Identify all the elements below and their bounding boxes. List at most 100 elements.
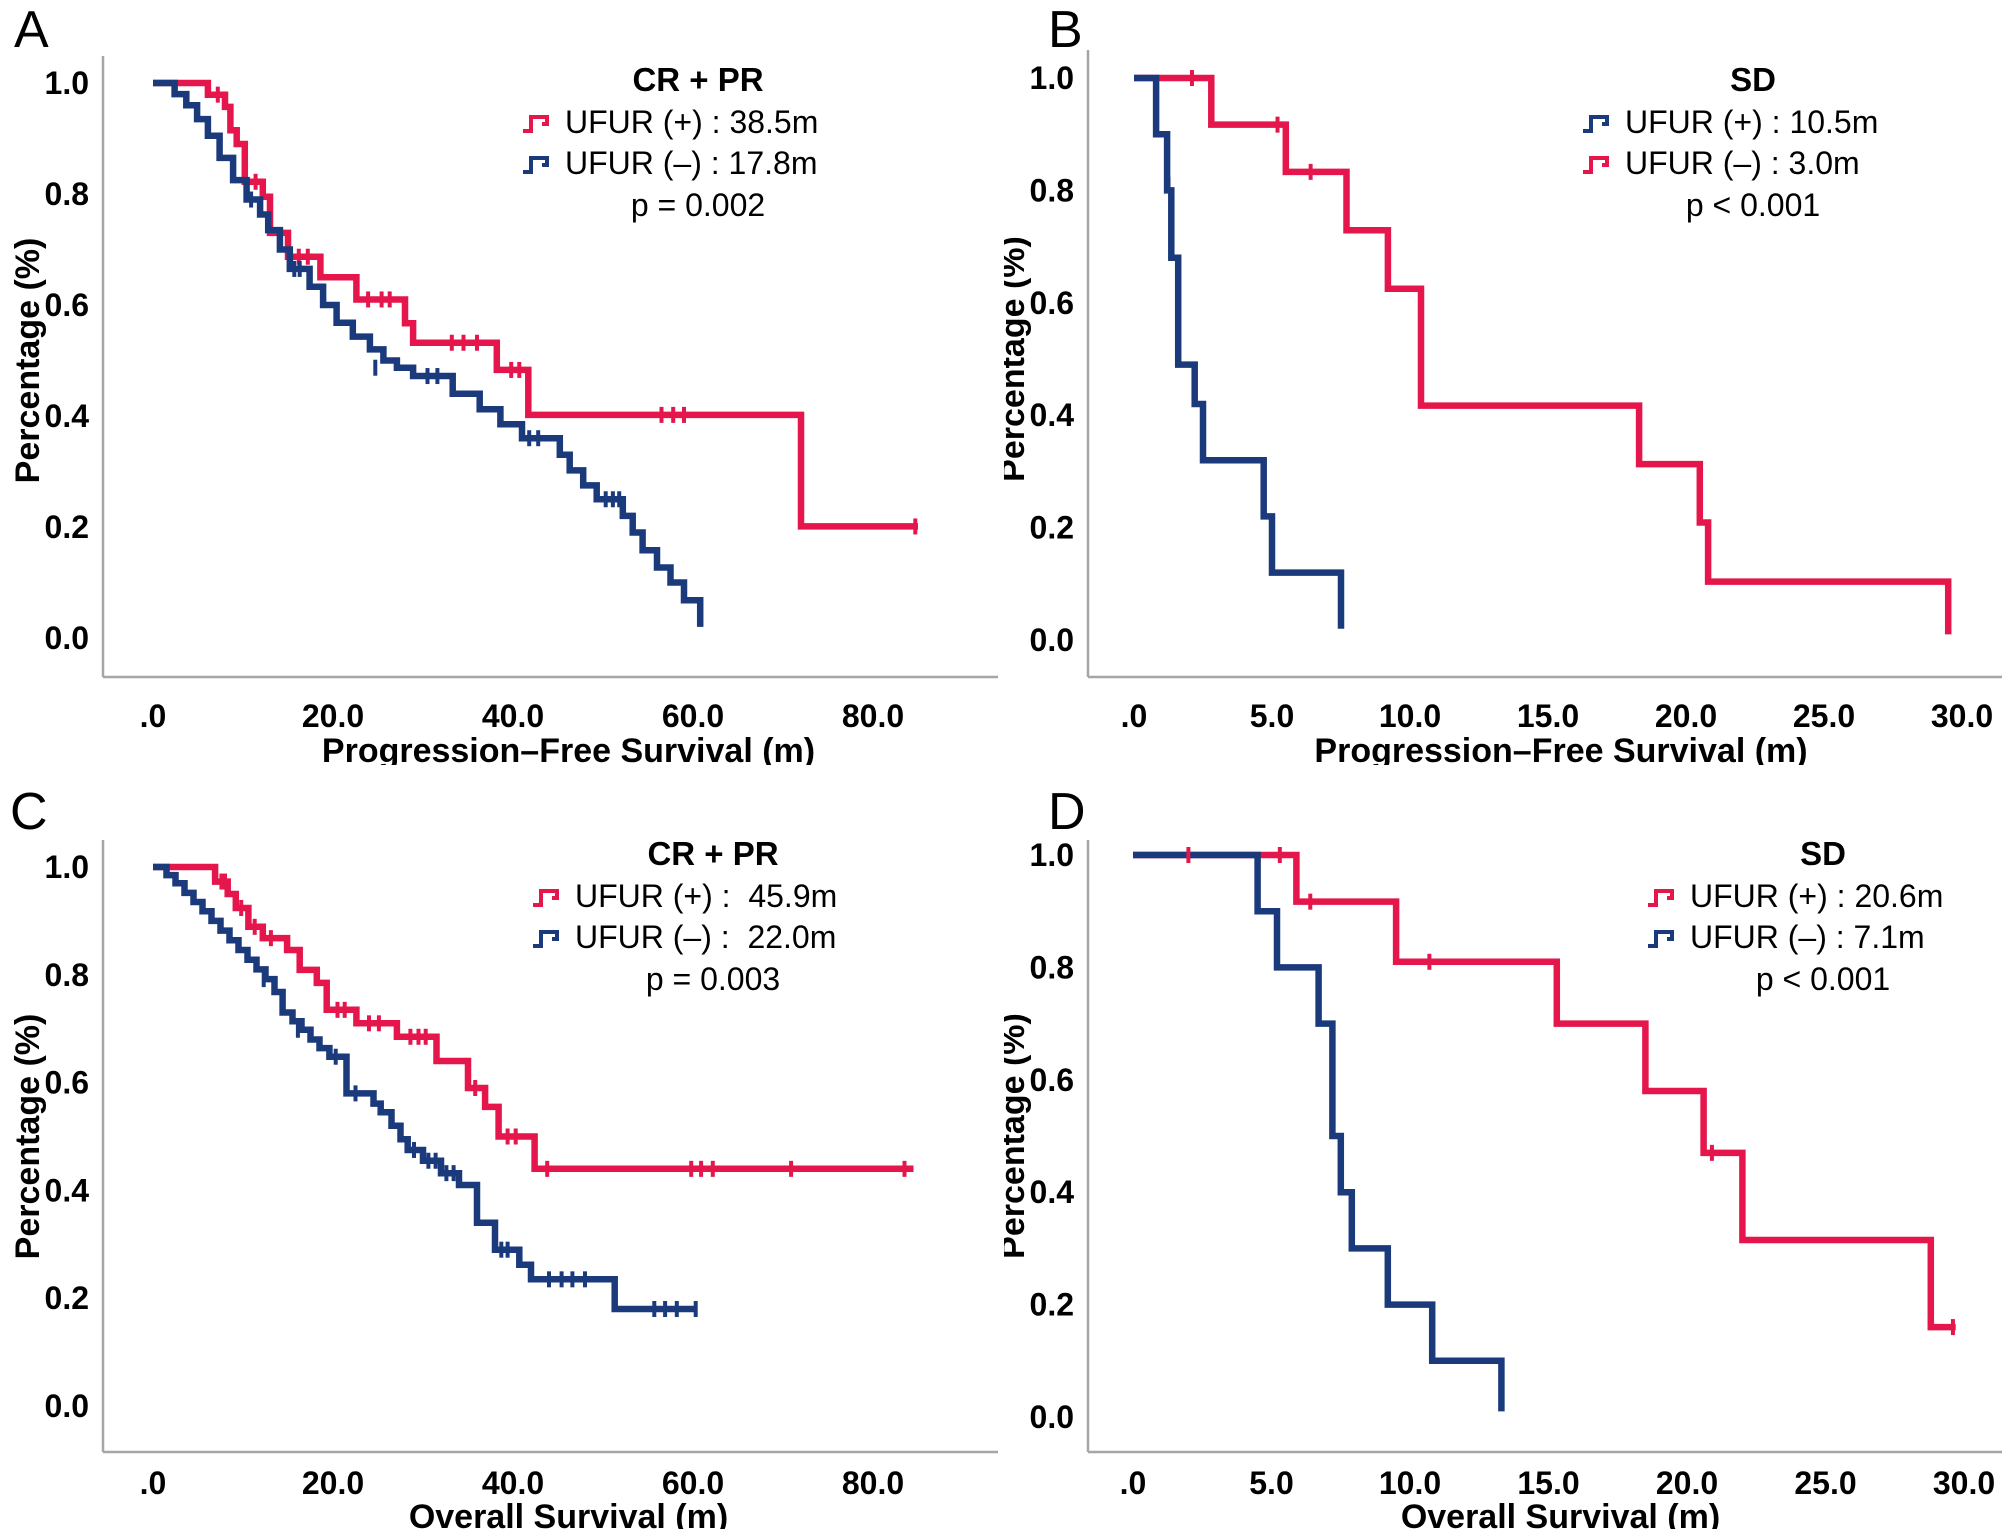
panel-b-legend: SD UFUR (+) : 10.5m UFUR (–) : 3.0m p < … <box>1581 58 1881 226</box>
y-tick-label: 1.0 <box>1030 60 1074 96</box>
legend-entry: UFUR (–) : 3.0m <box>1581 143 1881 184</box>
panel-b-chart: 1.0 0.8 0.6 0.4 0.2 0.0 .0 5.0 10.0 15.0 20.0 25.0 3… <box>1004 50 2002 765</box>
y-tick-label: 0.2 <box>1030 510 1074 546</box>
y-tick-label: 0.0 <box>1030 1399 1074 1435</box>
p-value: p = 0.003 <box>645 961 781 997</box>
y-axis-title: Percentage (%) <box>1004 1013 1032 1259</box>
y-axis-title: Percentage (%) <box>1004 236 1032 482</box>
panel-a-legend: CR + PR UFUR (+) : 38.5m UFUR (–) : 17.8… <box>521 58 831 226</box>
x-tick-label: 80.0 <box>842 698 904 734</box>
y-tick-label: 0.8 <box>1030 949 1074 985</box>
km-step-icon <box>1648 929 1674 948</box>
panel-a-chart: 1.0 0.8 0.6 0.4 0.2 0.0 .0 20.0 40.0 60.0 80.0 Prog… <box>9 56 998 765</box>
km-step-icon <box>1648 888 1674 907</box>
survival-curve-red <box>153 863 914 1173</box>
km-step-icon <box>1583 114 1609 133</box>
y-tick-label: 1.0 <box>1030 837 1074 873</box>
x-tick-label: 60.0 <box>662 1465 724 1501</box>
panel-b-label: B <box>1048 1 1083 59</box>
x-tick-label: 15.0 <box>1517 698 1579 734</box>
y-axis-title: Percentage (%) <box>9 238 47 484</box>
legend-entry: UFUR (+) : 45.9m <box>531 876 851 917</box>
survival-curve-red <box>1133 851 1956 1331</box>
survival-curve-blue <box>1133 851 1505 1412</box>
survival-curve-red <box>1134 74 1952 635</box>
survival-curve-blue <box>153 79 704 627</box>
survival-curve-red <box>153 79 918 530</box>
y-axis-title: Percentage (%) <box>9 1014 47 1260</box>
x-tick-label: .0 <box>1120 1465 1147 1501</box>
legend-entry: UFUR (–) : 17.8m <box>521 143 831 184</box>
p-value: p = 0.002 <box>630 187 766 223</box>
x-tick-label: 20.0 <box>302 1465 364 1501</box>
panel-c-chart: 1.0 0.8 0.6 0.4 0.2 0.0 .0 20.0 40.0 60.0 80.0 Over… <box>9 840 998 1529</box>
y-tick-label: 0.6 <box>45 287 89 323</box>
panel-c: 1.0 0.8 0.6 0.4 0.2 0.0 .0 20.0 40.0 60.0 80.0 Over… <box>0 780 1004 1529</box>
legend-entry-label: UFUR (–) : 3.0m <box>1625 145 1860 181</box>
y-tick-label: 0.4 <box>45 1172 90 1208</box>
km-step-icon <box>533 888 559 907</box>
y-tick-label: 0.0 <box>45 1388 89 1424</box>
legend-entry: UFUR (–) : 22.0m <box>531 917 851 958</box>
x-tick-label: 25.0 <box>1793 698 1855 734</box>
y-tick-label: 0.6 <box>1030 1062 1074 1098</box>
x-tick-label: 60.0 <box>662 698 724 734</box>
panel-b: 1.0 0.8 0.6 0.4 0.2 0.0 .0 5.0 10.0 15.0 20.0 25.0 3… <box>1004 0 2008 765</box>
km-step-icon <box>1583 155 1609 174</box>
y-tick-label: 0.2 <box>1030 1287 1074 1323</box>
x-tick-label: 30.0 <box>1933 1465 1995 1501</box>
y-tick-label: 0.2 <box>45 1280 89 1316</box>
y-tick-label: 0.4 <box>1030 1174 1075 1210</box>
legend-title: SD <box>1730 61 1776 98</box>
panel-c-legend: CR + PR UFUR (+) : 45.9m UFUR (–) : 22.0… <box>531 832 851 1000</box>
legend-entry: UFUR (+) : 38.5m <box>521 102 831 143</box>
km-step-icon <box>533 929 559 948</box>
y-tick-label: 0.2 <box>45 509 89 545</box>
x-tick-label: 15.0 <box>1517 1465 1579 1501</box>
legend-title: SD <box>1800 835 1846 872</box>
x-tick-label: 20.0 <box>1655 698 1717 734</box>
y-tick-label: 0.8 <box>45 176 89 212</box>
y-tick-label: 1.0 <box>45 849 89 885</box>
legend-entry: UFUR (–) : 7.1m <box>1646 917 1956 958</box>
panel-d: 1.0 0.8 0.6 0.4 0.2 0.0 .0 5.0 10.0 15.0 20.0 25.0 3… <box>1004 780 2008 1529</box>
y-tick-label: 0.6 <box>1030 285 1074 321</box>
y-tick-label: 0.8 <box>45 957 89 993</box>
x-tick-label: 30.0 <box>1931 698 1993 734</box>
x-tick-label: 10.0 <box>1379 1465 1441 1501</box>
panel-a: 1.0 0.8 0.6 0.4 0.2 0.0 .0 20.0 40.0 60.0 80.0 Prog… <box>0 0 1004 765</box>
p-value: p < 0.001 <box>1755 961 1891 997</box>
x-tick-label: 10.0 <box>1379 698 1441 734</box>
x-tick-label: 25.0 <box>1794 1465 1856 1501</box>
legend-entry-label: UFUR (+) : 45.9m <box>575 878 838 914</box>
x-tick-label: 20.0 <box>302 698 364 734</box>
legend-entry-label: UFUR (+) : 20.6m <box>1690 878 1944 914</box>
x-tick-label: .0 <box>140 1465 167 1501</box>
panel-a-label: A <box>14 1 49 59</box>
x-axis-title: Progression–Free Survival (m) <box>322 732 815 765</box>
y-tick-label: 0.0 <box>45 620 89 656</box>
x-tick-label: 40.0 <box>482 1465 544 1501</box>
x-tick-label: .0 <box>1121 698 1148 734</box>
x-tick-label: 5.0 <box>1249 1465 1293 1501</box>
y-tick-label: 0.4 <box>45 398 90 434</box>
legend-entry-label: UFUR (+) : 10.5m <box>1625 104 1879 140</box>
legend-entry-label: UFUR (–) : 22.0m <box>575 919 837 955</box>
x-tick-label: .0 <box>140 698 167 734</box>
km-step-icon <box>523 155 549 174</box>
legend-title: CR + PR <box>632 61 764 98</box>
panel-d-legend: SD UFUR (+) : 20.6m UFUR (–) : 7.1m p < … <box>1646 832 1956 1000</box>
x-axis-title: Progression–Free Survival (m) <box>1314 732 1807 765</box>
y-tick-label: 1.0 <box>45 65 89 101</box>
x-axis-title: Overall Survival (m) <box>409 1498 728 1529</box>
legend-entry-label: UFUR (–) : 17.8m <box>565 145 818 181</box>
x-tick-label: 80.0 <box>842 1465 904 1501</box>
x-tick-label: 40.0 <box>482 698 544 734</box>
survival-curve-blue <box>1134 74 1345 629</box>
km-step-icon <box>523 114 549 133</box>
p-value: p < 0.001 <box>1685 187 1821 223</box>
y-tick-label: 0.0 <box>1030 622 1074 658</box>
y-tick-label: 0.8 <box>1030 172 1074 208</box>
survival-curve-blue <box>153 863 698 1313</box>
